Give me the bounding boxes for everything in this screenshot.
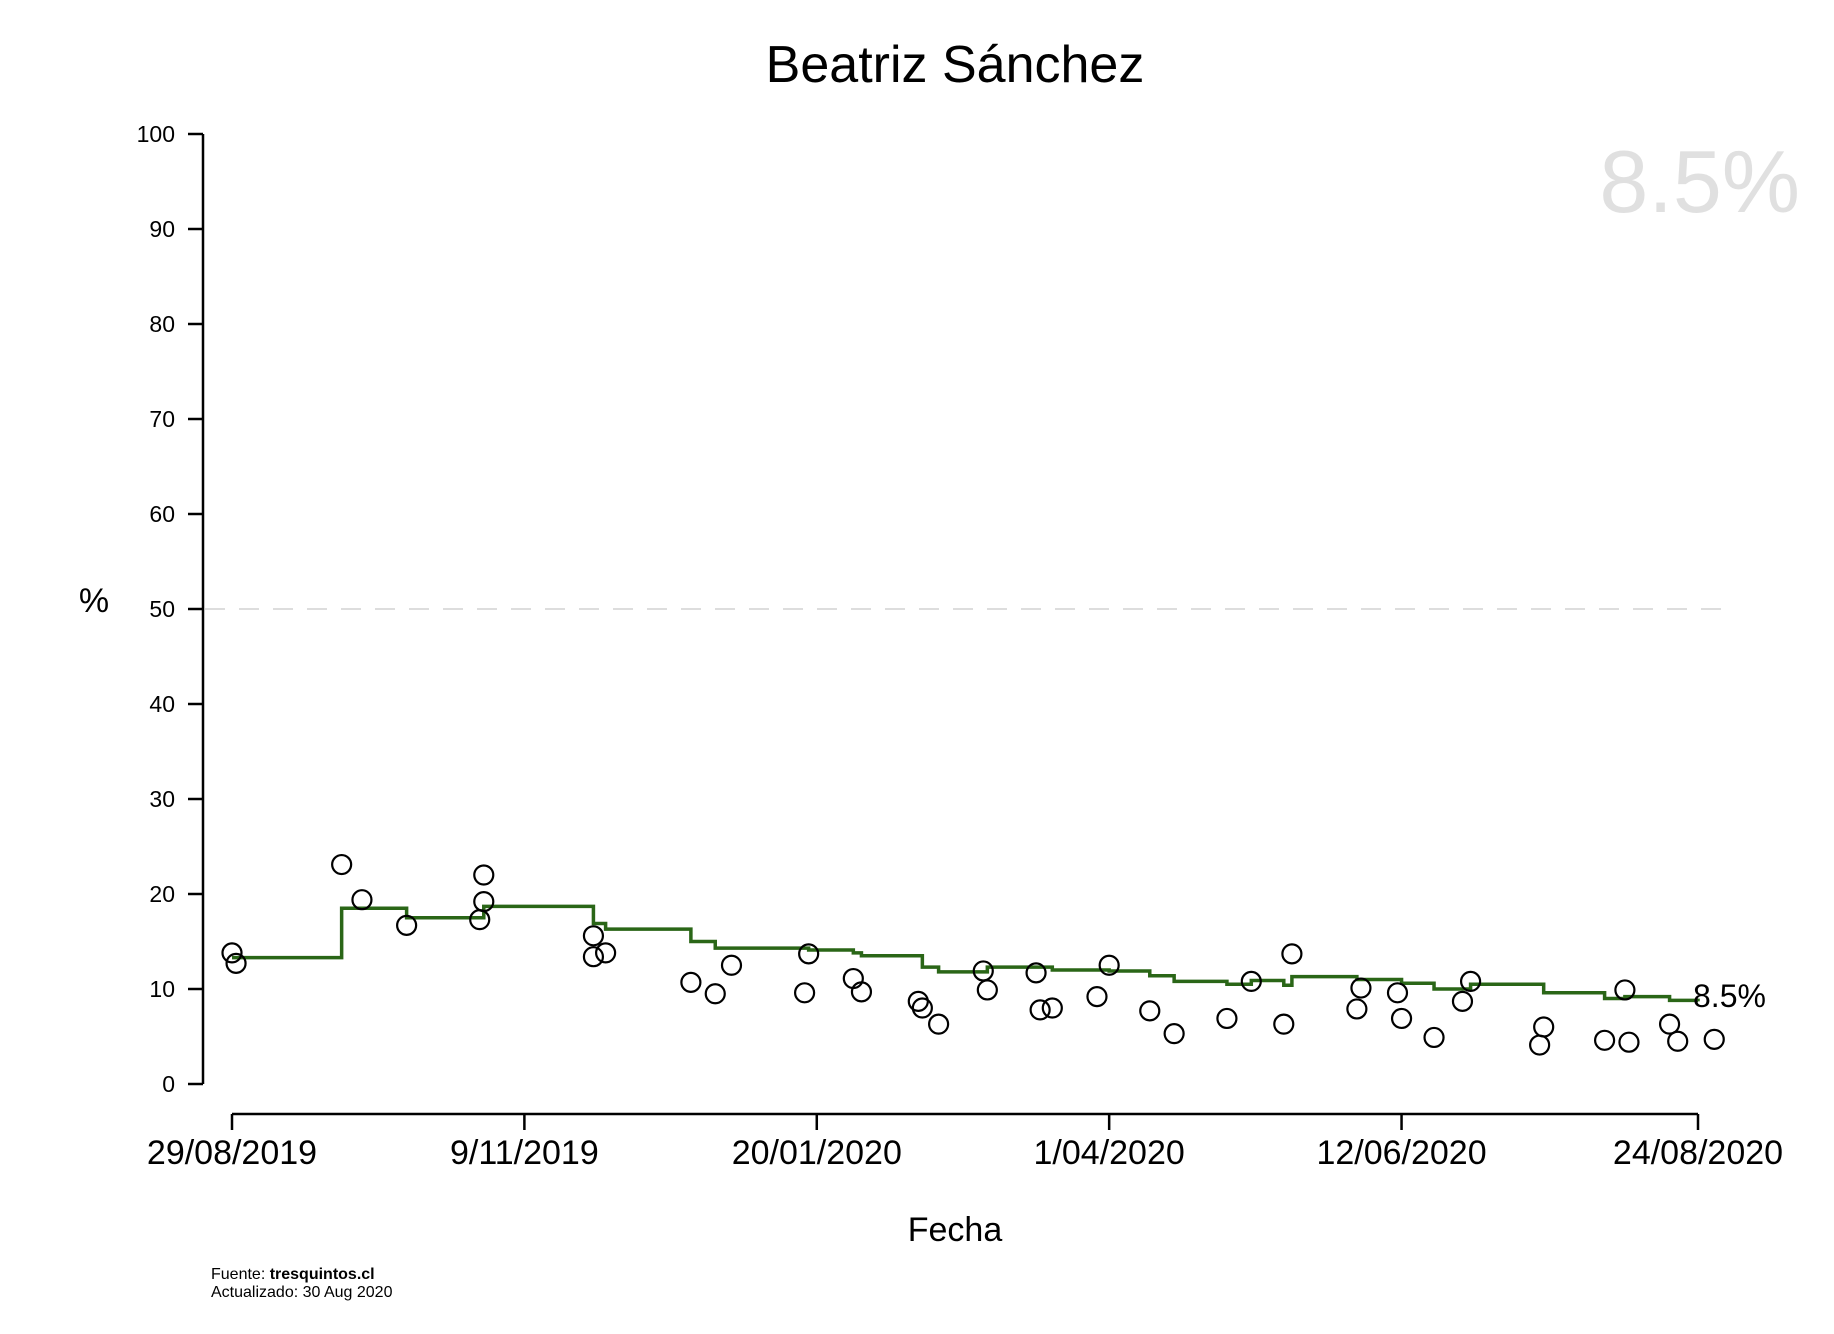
y-tick-label-30: 30 (149, 786, 175, 812)
trend-series (232, 904, 1700, 1003)
poll-point (1386, 982, 1409, 1004)
poll-point (1216, 1007, 1238, 1030)
x-axis-label: Fecha (908, 1211, 1003, 1249)
poll-point (720, 954, 743, 976)
x-tick-label-5: 24/08/2020 (1613, 1134, 1783, 1172)
poll-point (704, 983, 726, 1005)
source-note: Fuente: tresquintos.cl (211, 1266, 375, 1284)
poll-point (1029, 999, 1051, 1021)
poll-point (1533, 1016, 1555, 1038)
y-tick-label-100: 100 (137, 121, 175, 147)
x-tick-label-1: 9/11/2019 (450, 1134, 599, 1172)
poll-point (582, 946, 605, 968)
y-tick-label-20: 20 (149, 881, 175, 907)
poll-point (221, 942, 243, 964)
poll-point (1350, 977, 1372, 999)
source-label: Fuente: (211, 1266, 270, 1283)
poll-point (911, 997, 933, 1019)
poll-point (1423, 1026, 1445, 1049)
updated-note: Actualizado: 30 Aug 2020 (211, 1284, 393, 1301)
poll-point (1614, 979, 1636, 1001)
poll-point (1139, 1000, 1161, 1022)
poll-point (907, 990, 929, 1012)
poll-point (1459, 970, 1482, 993)
poll-point (1703, 1028, 1725, 1050)
trend-line (232, 904, 1700, 1003)
y-tick-label-0: 0 (162, 1071, 175, 1097)
watermark-value: 8.5% (1599, 132, 1800, 231)
poll-point (469, 909, 491, 931)
source-name: tresquintos.cl (269, 1266, 375, 1283)
poll-point (1451, 990, 1474, 1012)
poll-point (1618, 1031, 1640, 1053)
x-tick-label-2: 20/01/2020 (732, 1134, 902, 1172)
x-tick-label-0: 29/08/2019 (147, 1134, 317, 1172)
x-tick-label-3: 1/04/2020 (1034, 1134, 1185, 1172)
y-tick-label-60: 60 (149, 501, 175, 527)
y-axis: 0 10 20 30 40 50 60 70 80 90 100 (137, 121, 205, 1097)
poll-point (1273, 1013, 1295, 1035)
poll-point (1098, 954, 1120, 976)
y-tick-label-80: 80 (149, 311, 175, 337)
poll-point (976, 979, 998, 1001)
poll-point (396, 914, 418, 936)
poll-point (473, 864, 495, 886)
poll-point (928, 1013, 950, 1035)
poll-point (798, 943, 820, 965)
poll-point (1086, 985, 1108, 1008)
poll-points (221, 853, 1725, 1056)
poll-point (1041, 997, 1063, 1019)
poll-point (1593, 1029, 1616, 1051)
y-tick-label-50: 50 (149, 596, 175, 622)
poll-point (793, 982, 816, 1004)
poll-point (1346, 998, 1368, 1020)
poll-point (351, 889, 373, 911)
x-tick-label-4: 12/06/2020 (1316, 1134, 1486, 1172)
y-tick-label-10: 10 (149, 976, 175, 1002)
poll-point (1667, 1030, 1689, 1052)
poll-point (595, 942, 617, 964)
poll-point (850, 981, 873, 1003)
poll-point (225, 952, 247, 974)
poll-point (1281, 943, 1303, 965)
poll-point (331, 853, 353, 876)
poll-point (1658, 1013, 1681, 1035)
y-axis-label: % (79, 582, 109, 620)
y-tick-label-70: 70 (149, 406, 175, 432)
y-tick-label-40: 40 (149, 691, 175, 717)
poll-point (1390, 1007, 1413, 1030)
poll-point (1240, 970, 1262, 993)
poll-point (1025, 962, 1047, 984)
x-axis: 29/08/2019 9/11/2019 20/01/2020 1/04/2020 12… (147, 1112, 1783, 1172)
chart-title: Beatriz Sánchez (766, 36, 1145, 94)
poll-point (680, 971, 702, 993)
poll-point (1163, 1023, 1185, 1045)
end-value-label: 8.5% (1693, 978, 1766, 1014)
poll-point (1529, 1034, 1551, 1056)
y-tick-label-90: 90 (149, 216, 175, 242)
poll-point (582, 925, 605, 947)
